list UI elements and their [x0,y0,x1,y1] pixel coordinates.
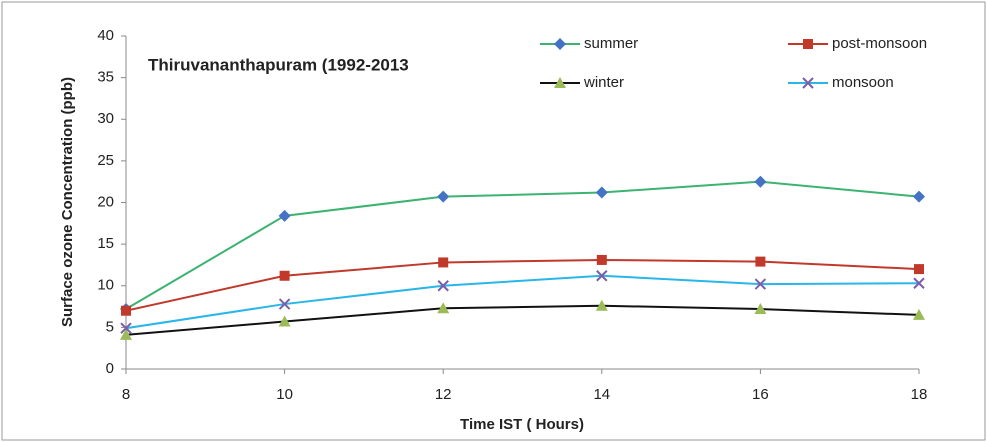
x-tick-label: 14 [593,386,610,403]
marker [554,77,566,88]
x-tick-label: 18 [911,386,928,403]
series-line [125,258,920,312]
marker [437,302,450,314]
marker [803,39,813,49]
marker [278,315,291,327]
y-tick-label: 40 [97,27,114,44]
legend-label: monsoon [832,74,894,91]
legend-label: post-monsoon [832,35,927,52]
legend-label: summer [584,35,638,52]
y-tick-label: 5 [106,318,114,335]
marker [913,308,925,320]
marker [913,277,925,289]
marker [278,298,291,310]
marker [754,303,767,315]
marker [554,38,566,50]
marker [914,264,924,275]
series-line [125,274,920,330]
marker [120,322,132,334]
x-tick-label: 8 [122,386,130,403]
x-axis-label: Time IST ( Hours) [460,416,584,433]
series-line [125,180,920,310]
x-tick-label: 10 [276,386,293,403]
marker [278,209,291,222]
y-tick-label: 20 [97,193,114,210]
marker [595,299,608,311]
y-tick-label: 30 [97,110,114,127]
marker [438,257,449,268]
marker [802,77,814,89]
marker [913,190,925,203]
marker [596,254,607,265]
y-tick-label: 10 [97,277,114,294]
marker [437,190,450,203]
x-tick-label: 12 [435,386,452,403]
marker [279,270,290,281]
legend-label: winter [583,74,624,91]
marker [595,186,608,199]
marker [120,328,132,340]
chart-title: Thiruvananthapuram (1992-2013 [148,55,409,74]
marker [596,270,608,282]
y-tick-label: 25 [97,152,114,169]
y-tick-label: 0 [106,360,114,377]
y-axis-label: Surface ozone Concentration (ppb) [59,77,76,327]
marker [755,256,766,267]
marker [121,305,131,316]
y-tick-label: 35 [97,69,114,86]
x-tick-label: 16 [752,386,769,403]
y-tick-label: 15 [97,235,114,252]
marker [437,280,449,292]
marker [754,175,767,188]
marker [754,278,767,290]
series-line [125,304,920,336]
